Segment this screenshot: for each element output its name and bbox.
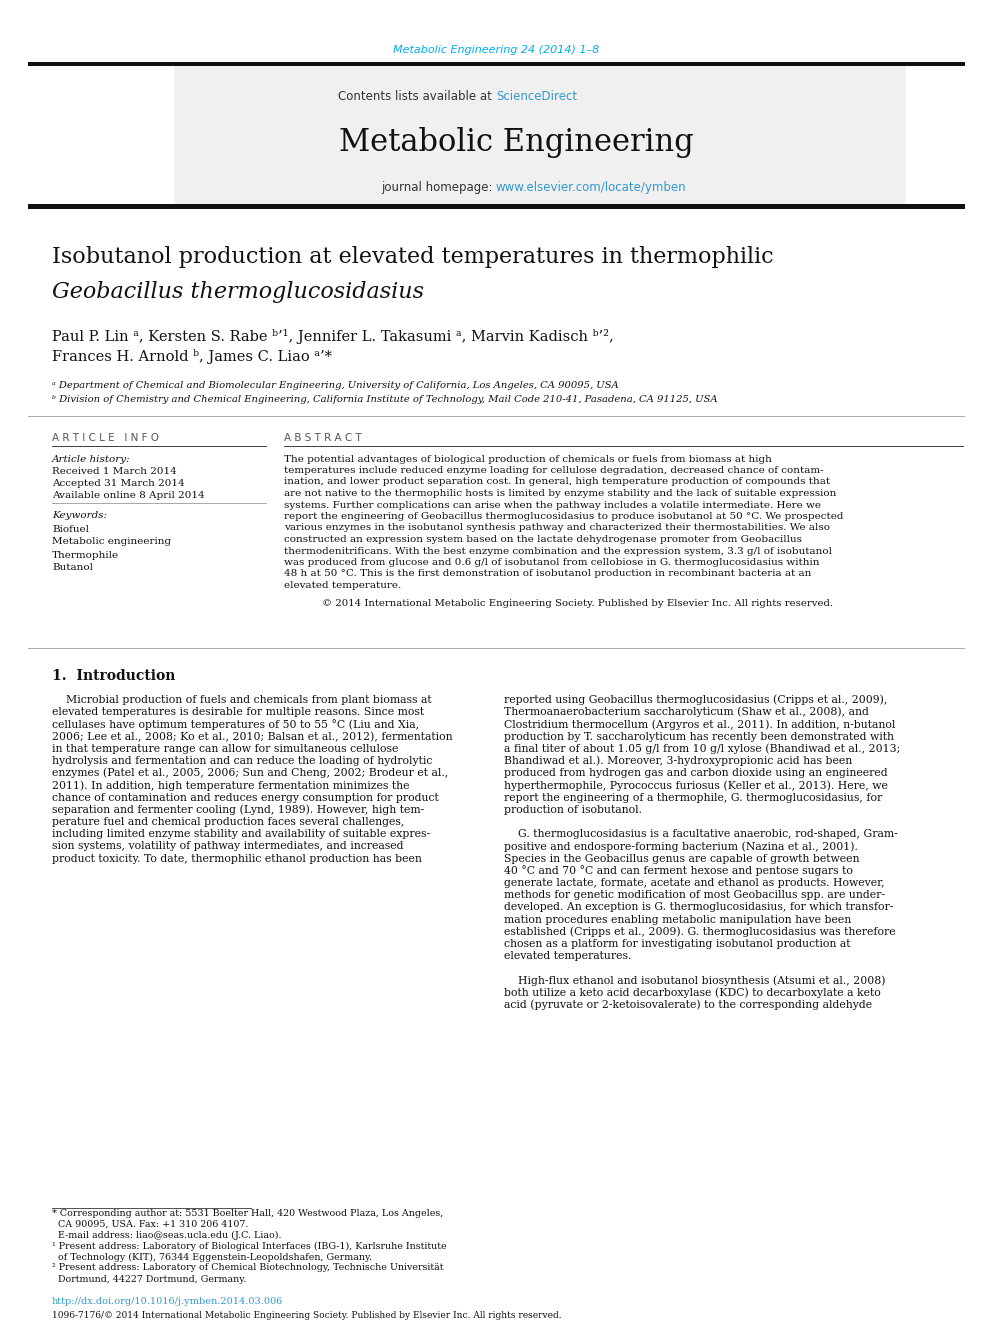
Text: various enzymes in the isobutanol synthesis pathway and characterized their ther: various enzymes in the isobutanol synthe… xyxy=(284,524,830,532)
Text: chance of contamination and reduces energy consumption for product: chance of contamination and reduces ener… xyxy=(52,792,438,803)
Text: ination, and lower product separation cost. In general, high temperature product: ination, and lower product separation co… xyxy=(284,478,830,487)
Bar xyxy=(28,204,965,209)
Text: 1096-7176/© 2014 International Metabolic Engineering Society. Published by Elsev: 1096-7176/© 2014 International Metabolic… xyxy=(52,1311,561,1319)
Text: Isobutanol production at elevated temperatures in thermophilic: Isobutanol production at elevated temper… xyxy=(52,246,774,269)
Text: * Corresponding author at: 5531 Boelter Hall, 420 Westwood Plaza, Los Angeles,: * Corresponding author at: 5531 Boelter … xyxy=(52,1208,443,1217)
Text: Metabolic Engineering 24 (2014) 1–8: Metabolic Engineering 24 (2014) 1–8 xyxy=(393,45,599,56)
Text: ᵇ Division of Chemistry and Chemical Engineering, California Institute of Techno: ᵇ Division of Chemistry and Chemical Eng… xyxy=(52,394,717,404)
Text: A B S T R A C T: A B S T R A C T xyxy=(284,433,362,443)
Text: 2006; Lee et al., 2008; Ko et al., 2010; Balsan et al., 2012), fermentation: 2006; Lee et al., 2008; Ko et al., 2010;… xyxy=(52,732,452,742)
Text: Thermophile: Thermophile xyxy=(52,550,119,560)
Text: reported using Geobacillus thermoglucosidasius (Cripps et al., 2009),: reported using Geobacillus thermoglucosi… xyxy=(504,695,888,705)
Text: generate lactate, formate, acetate and ethanol as products. However,: generate lactate, formate, acetate and e… xyxy=(504,878,885,888)
Text: both utilize a keto acid decarboxylase (KDC) to decarboxylate a keto: both utilize a keto acid decarboxylase (… xyxy=(504,987,881,998)
Text: elevated temperatures is desirable for multiple reasons. Since most: elevated temperatures is desirable for m… xyxy=(52,708,425,717)
Text: A R T I C L E   I N F O: A R T I C L E I N F O xyxy=(52,433,159,443)
Text: production of isobutanol.: production of isobutanol. xyxy=(504,804,642,815)
Text: enzymes (Patel et al., 2005, 2006; Sun and Cheng, 2002; Brodeur et al.,: enzymes (Patel et al., 2005, 2006; Sun a… xyxy=(52,767,448,778)
Text: including limited enzyme stability and availability of suitable expres-: including limited enzyme stability and a… xyxy=(52,830,431,839)
Text: temperatures include reduced enzyme loading for cellulose degradation, decreased: temperatures include reduced enzyme load… xyxy=(284,466,823,475)
Text: Article history:: Article history: xyxy=(52,455,131,463)
Text: separation and fermenter cooling (Lynd, 1989). However, high tem-: separation and fermenter cooling (Lynd, … xyxy=(52,804,425,815)
Text: Bhandiwad et al.). Moreover, 3-hydroxypropionic acid has been: Bhandiwad et al.). Moreover, 3-hydroxypr… xyxy=(504,755,852,766)
Text: ScienceDirect: ScienceDirect xyxy=(496,90,577,103)
Text: Biofuel: Biofuel xyxy=(52,524,89,533)
Text: sion systems, volatility of pathway intermediates, and increased: sion systems, volatility of pathway inte… xyxy=(52,841,404,852)
Text: Keywords:: Keywords: xyxy=(52,512,107,520)
Text: CA 90095, USA. Fax: +1 310 206 4107.: CA 90095, USA. Fax: +1 310 206 4107. xyxy=(52,1220,248,1229)
Bar xyxy=(28,62,965,66)
Text: developed. An exception is G. thermoglucosidasius, for which transfor-: developed. An exception is G. thermogluc… xyxy=(504,902,894,913)
Text: systems. Further complications can arise when the pathway includes a volatile in: systems. Further complications can arise… xyxy=(284,500,821,509)
Text: in that temperature range can allow for simultaneous cellulose: in that temperature range can allow for … xyxy=(52,744,399,754)
Text: was produced from glucose and 0.6 g/l of isobutanol from cellobiose in G. thermo: was produced from glucose and 0.6 g/l of… xyxy=(284,558,819,568)
Text: ᵃ Department of Chemical and Biomolecular Engineering, University of California,: ᵃ Department of Chemical and Biomolecula… xyxy=(52,381,619,389)
Text: report the engineering of Geobacillus thermoglucosidasius to produce isobutanol : report the engineering of Geobacillus th… xyxy=(284,512,843,521)
Text: cellulases have optimum temperatures of 50 to 55 °C (Liu and Xia,: cellulases have optimum temperatures of … xyxy=(52,718,420,730)
Text: hydrolysis and fermentation and can reduce the loading of hydrolytic: hydrolysis and fermentation and can redu… xyxy=(52,755,433,766)
Text: 1.  Introduction: 1. Introduction xyxy=(52,669,176,683)
Text: report the engineering of a thermophile, G. thermoglucosidasius, for: report the engineering of a thermophile,… xyxy=(504,792,882,803)
Text: ¹ Present address: Laboratory of Biological Interfaces (IBG-1), Karlsruhe Instit: ¹ Present address: Laboratory of Biologi… xyxy=(52,1241,446,1250)
Text: Metabolic Engineering: Metabolic Engineering xyxy=(338,127,693,159)
Text: G. thermoglucosidasius is a facultative anaerobic, rod-shaped, Gram-: G. thermoglucosidasius is a facultative … xyxy=(504,830,898,839)
Text: acid (pyruvate or 2-ketoisovalerate) to the corresponding aldehyde: acid (pyruvate or 2-ketoisovalerate) to … xyxy=(504,1000,872,1011)
Text: produced from hydrogen gas and carbon dioxide using an engineered: produced from hydrogen gas and carbon di… xyxy=(504,769,888,778)
Text: © 2014 International Metabolic Engineering Society. Published by Elsevier Inc. A: © 2014 International Metabolic Engineeri… xyxy=(322,599,833,609)
Text: are not native to the thermophilic hosts is limited by enzyme stability and the : are not native to the thermophilic hosts… xyxy=(284,490,836,497)
Text: 40 °C and 70 °C and can ferment hexose and pentose sugars to: 40 °C and 70 °C and can ferment hexose a… xyxy=(504,865,853,876)
Text: perature fuel and chemical production faces several challenges,: perature fuel and chemical production fa… xyxy=(52,818,405,827)
Text: a final titer of about 1.05 g/l from 10 g/l xylose (Bhandiwad et al., 2013;: a final titer of about 1.05 g/l from 10 … xyxy=(504,744,901,754)
Text: Species in the Geobacillus genus are capable of growth between: Species in the Geobacillus genus are cap… xyxy=(504,853,859,864)
Bar xyxy=(174,66,906,204)
Text: of Technology (KIT), 76344 Eggenstein-Leopoldshafen, Germany.: of Technology (KIT), 76344 Eggenstein-Le… xyxy=(52,1253,372,1262)
Text: Available online 8 April 2014: Available online 8 April 2014 xyxy=(52,492,204,500)
Text: Thermoanaerobacterium saccharolyticum (Shaw et al., 2008), and: Thermoanaerobacterium saccharolyticum (S… xyxy=(504,706,869,717)
Text: ² Present address: Laboratory of Chemical Biotechnology, Technische Universität: ² Present address: Laboratory of Chemica… xyxy=(52,1263,443,1273)
Text: chosen as a platform for investigating isobutanol production at: chosen as a platform for investigating i… xyxy=(504,939,850,949)
Text: www.elsevier.com/locate/ymben: www.elsevier.com/locate/ymben xyxy=(496,180,686,193)
Text: constructed an expression system based on the lactate dehydrogenase promoter fro: constructed an expression system based o… xyxy=(284,534,802,544)
Text: positive and endospore-forming bacterium (Nazina et al., 2001).: positive and endospore-forming bacterium… xyxy=(504,841,858,852)
Text: Microbial production of fuels and chemicals from plant biomass at: Microbial production of fuels and chemic… xyxy=(52,695,432,705)
Text: Geobacillus thermoglucosidasius: Geobacillus thermoglucosidasius xyxy=(52,280,424,303)
Text: elevated temperature.: elevated temperature. xyxy=(284,581,401,590)
Text: Frances H. Arnold ᵇ, James C. Liao ᵃ’*: Frances H. Arnold ᵇ, James C. Liao ᵃ’* xyxy=(52,349,332,365)
Text: elevated temperatures.: elevated temperatures. xyxy=(504,951,631,962)
Text: Dortmund, 44227 Dortmund, Germany.: Dortmund, 44227 Dortmund, Germany. xyxy=(52,1274,246,1283)
Text: http://dx.doi.org/10.1016/j.ymben.2014.03.006: http://dx.doi.org/10.1016/j.ymben.2014.0… xyxy=(52,1298,284,1307)
Text: mation procedures enabling metabolic manipulation have been: mation procedures enabling metabolic man… xyxy=(504,914,851,925)
Text: High-flux ethanol and isobutanol biosynthesis (Atsumi et al., 2008): High-flux ethanol and isobutanol biosynt… xyxy=(504,975,886,986)
Text: Butanol: Butanol xyxy=(52,564,93,573)
Text: product toxicity. To date, thermophilic ethanol production has been: product toxicity. To date, thermophilic … xyxy=(52,853,422,864)
Text: Received 1 March 2014: Received 1 March 2014 xyxy=(52,467,177,476)
Text: production by T. saccharolyticum has recently been demonstrated with: production by T. saccharolyticum has rec… xyxy=(504,732,894,742)
Text: Paul P. Lin ᵃ, Kersten S. Rabe ᵇ’¹, Jennifer L. Takasumi ᵃ, Marvin Kadisch ᵇ’²,: Paul P. Lin ᵃ, Kersten S. Rabe ᵇ’¹, Jenn… xyxy=(52,328,614,344)
Text: Clostridium thermocellum (Argyros et al., 2011). In addition, n-butanol: Clostridium thermocellum (Argyros et al.… xyxy=(504,720,896,730)
Text: The potential advantages of biological production of chemicals or fuels from bio: The potential advantages of biological p… xyxy=(284,455,772,463)
Text: hyperthermophile, Pyrococcus furiosus (Keller et al., 2013). Here, we: hyperthermophile, Pyrococcus furiosus (K… xyxy=(504,781,888,791)
Text: established (Cripps et al., 2009). G. thermoglucosidasius was therefore: established (Cripps et al., 2009). G. th… xyxy=(504,926,896,937)
Text: thermodenitrificans. With the best enzyme combination and the expression system,: thermodenitrificans. With the best enzym… xyxy=(284,546,832,556)
Text: 2011). In addition, high temperature fermentation minimizes the: 2011). In addition, high temperature fer… xyxy=(52,781,410,791)
Text: methods for genetic modification of most Geobacillus spp. are under-: methods for genetic modification of most… xyxy=(504,890,885,900)
Text: Accepted 31 March 2014: Accepted 31 March 2014 xyxy=(52,479,185,488)
Text: E-mail address: liao@seas.ucla.edu (J.C. Liao).: E-mail address: liao@seas.ucla.edu (J.C.… xyxy=(52,1230,282,1240)
Text: journal homepage:: journal homepage: xyxy=(381,180,496,193)
Text: Metabolic engineering: Metabolic engineering xyxy=(52,537,172,546)
Text: Contents lists available at: Contents lists available at xyxy=(338,90,496,103)
Text: 48 h at 50 °C. This is the first demonstration of isobutanol production in recom: 48 h at 50 °C. This is the first demonst… xyxy=(284,569,811,578)
